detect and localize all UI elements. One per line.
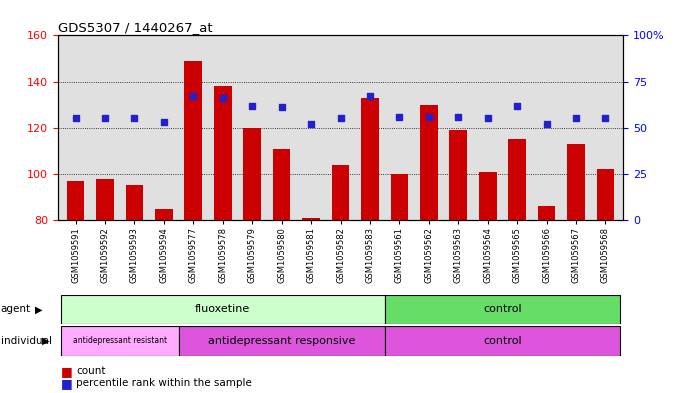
Text: GDS5307 / 1440267_at: GDS5307 / 1440267_at (58, 21, 212, 34)
Point (306, 121, 317, 127)
Bar (361, 98, 379, 220)
Bar (67, 181, 84, 220)
Bar (61, 295, 385, 324)
Bar (420, 105, 438, 220)
Text: agent: agent (1, 305, 31, 314)
Bar (449, 130, 467, 220)
Point (571, 116, 582, 122)
Text: percentile rank within the sample: percentile rank within the sample (76, 378, 252, 388)
Point (424, 114, 434, 120)
Bar (273, 149, 291, 220)
Bar (508, 139, 526, 220)
Bar (479, 172, 496, 220)
Point (482, 116, 493, 122)
Bar (332, 165, 349, 220)
Text: fluoxetine: fluoxetine (195, 305, 251, 314)
Point (541, 121, 552, 127)
Bar (185, 61, 202, 220)
Point (99, 116, 110, 122)
Text: count: count (76, 366, 106, 376)
Bar (385, 295, 620, 324)
Point (600, 116, 611, 122)
Text: ▶: ▶ (35, 305, 43, 314)
Point (129, 116, 140, 122)
Bar (214, 86, 232, 220)
Bar (125, 185, 143, 220)
Point (511, 103, 522, 109)
Bar (155, 209, 173, 220)
Text: antidepressant responsive: antidepressant responsive (208, 336, 355, 346)
Point (159, 119, 170, 125)
Text: ■: ■ (61, 376, 73, 390)
Point (453, 114, 464, 120)
Point (394, 114, 405, 120)
Text: control: control (483, 305, 522, 314)
Point (247, 103, 257, 109)
Bar (597, 169, 614, 220)
Text: control: control (483, 336, 522, 346)
Point (276, 104, 287, 110)
Text: individual: individual (1, 336, 52, 346)
Bar (61, 326, 178, 356)
Text: ■: ■ (61, 365, 73, 378)
Bar (567, 144, 585, 220)
Point (70, 116, 81, 122)
Bar (385, 326, 620, 356)
Bar (538, 206, 556, 220)
Bar (302, 218, 320, 220)
Bar (390, 174, 408, 220)
Text: ▶: ▶ (42, 336, 50, 346)
Point (364, 93, 375, 99)
Bar (96, 178, 114, 220)
Point (217, 95, 228, 101)
Text: antidepressant resistant: antidepressant resistant (73, 336, 167, 345)
Point (335, 116, 346, 122)
Bar (243, 128, 261, 220)
Bar (178, 326, 385, 356)
Point (188, 93, 199, 99)
